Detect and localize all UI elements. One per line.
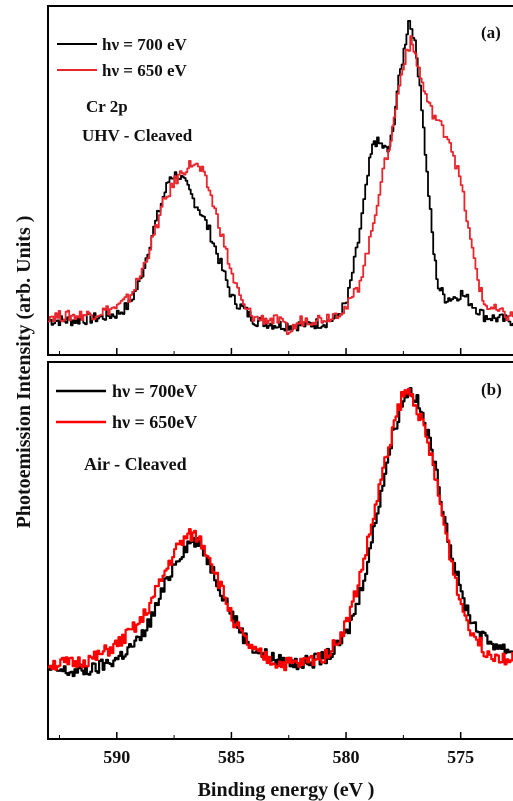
legend-a-label-700: hν = 700 eV — [102, 35, 188, 54]
x-tick-label-b-0: 590 — [103, 747, 130, 767]
legend-b-label-650: hν = 650eV — [112, 412, 197, 432]
panel-a-label: (a) — [481, 23, 501, 42]
panel-b-air: 590 585 580 575 (b) hν = 700eV hν = 650eV A… — [47, 361, 513, 767]
x-tick-label-b-1: 585 — [218, 747, 245, 767]
panel-a-plot-area — [48, 20, 513, 335]
panel-b-legend: hν = 700eV hν = 650eV — [56, 381, 197, 432]
legend-a-label-650: hν = 650 eV — [102, 61, 188, 80]
x-tick-label-b-3: 575 — [447, 747, 474, 767]
panel-b-frame — [47, 361, 513, 740]
panel-a-uhv: (a) hν = 700 eV hν = 650 eV Cr 2p UHV - … — [47, 5, 513, 356]
panel-b-x-ticks: 590 585 580 575 — [58, 732, 474, 767]
series-line-b-1 — [48, 387, 513, 672]
panel-b-annotation-condition: Air - Cleaved — [84, 454, 187, 474]
legend-b-label-700: hν = 700eV — [112, 381, 197, 401]
series-line-a-0 — [48, 20, 513, 332]
panel-a-frame — [47, 5, 513, 356]
y-axis-label: Photoemission Intensity (arb. Units ) — [13, 216, 35, 529]
panel-a-x-ticks — [58, 348, 462, 355]
panel-b-label: (b) — [481, 380, 502, 399]
panel-a-annotation-condition: UHV - Cleaved — [82, 126, 193, 145]
series-line-a-1 — [48, 35, 513, 335]
panel-a-legend: hν = 700 eV hν = 650 eV — [57, 35, 188, 80]
panel-b-plot-area — [48, 387, 513, 678]
x-tick-label-b-2: 580 — [333, 747, 360, 767]
panel-a-annotation-element: Cr 2p — [86, 97, 128, 116]
x-axis-label: Binding energy (eV ) — [198, 779, 375, 801]
